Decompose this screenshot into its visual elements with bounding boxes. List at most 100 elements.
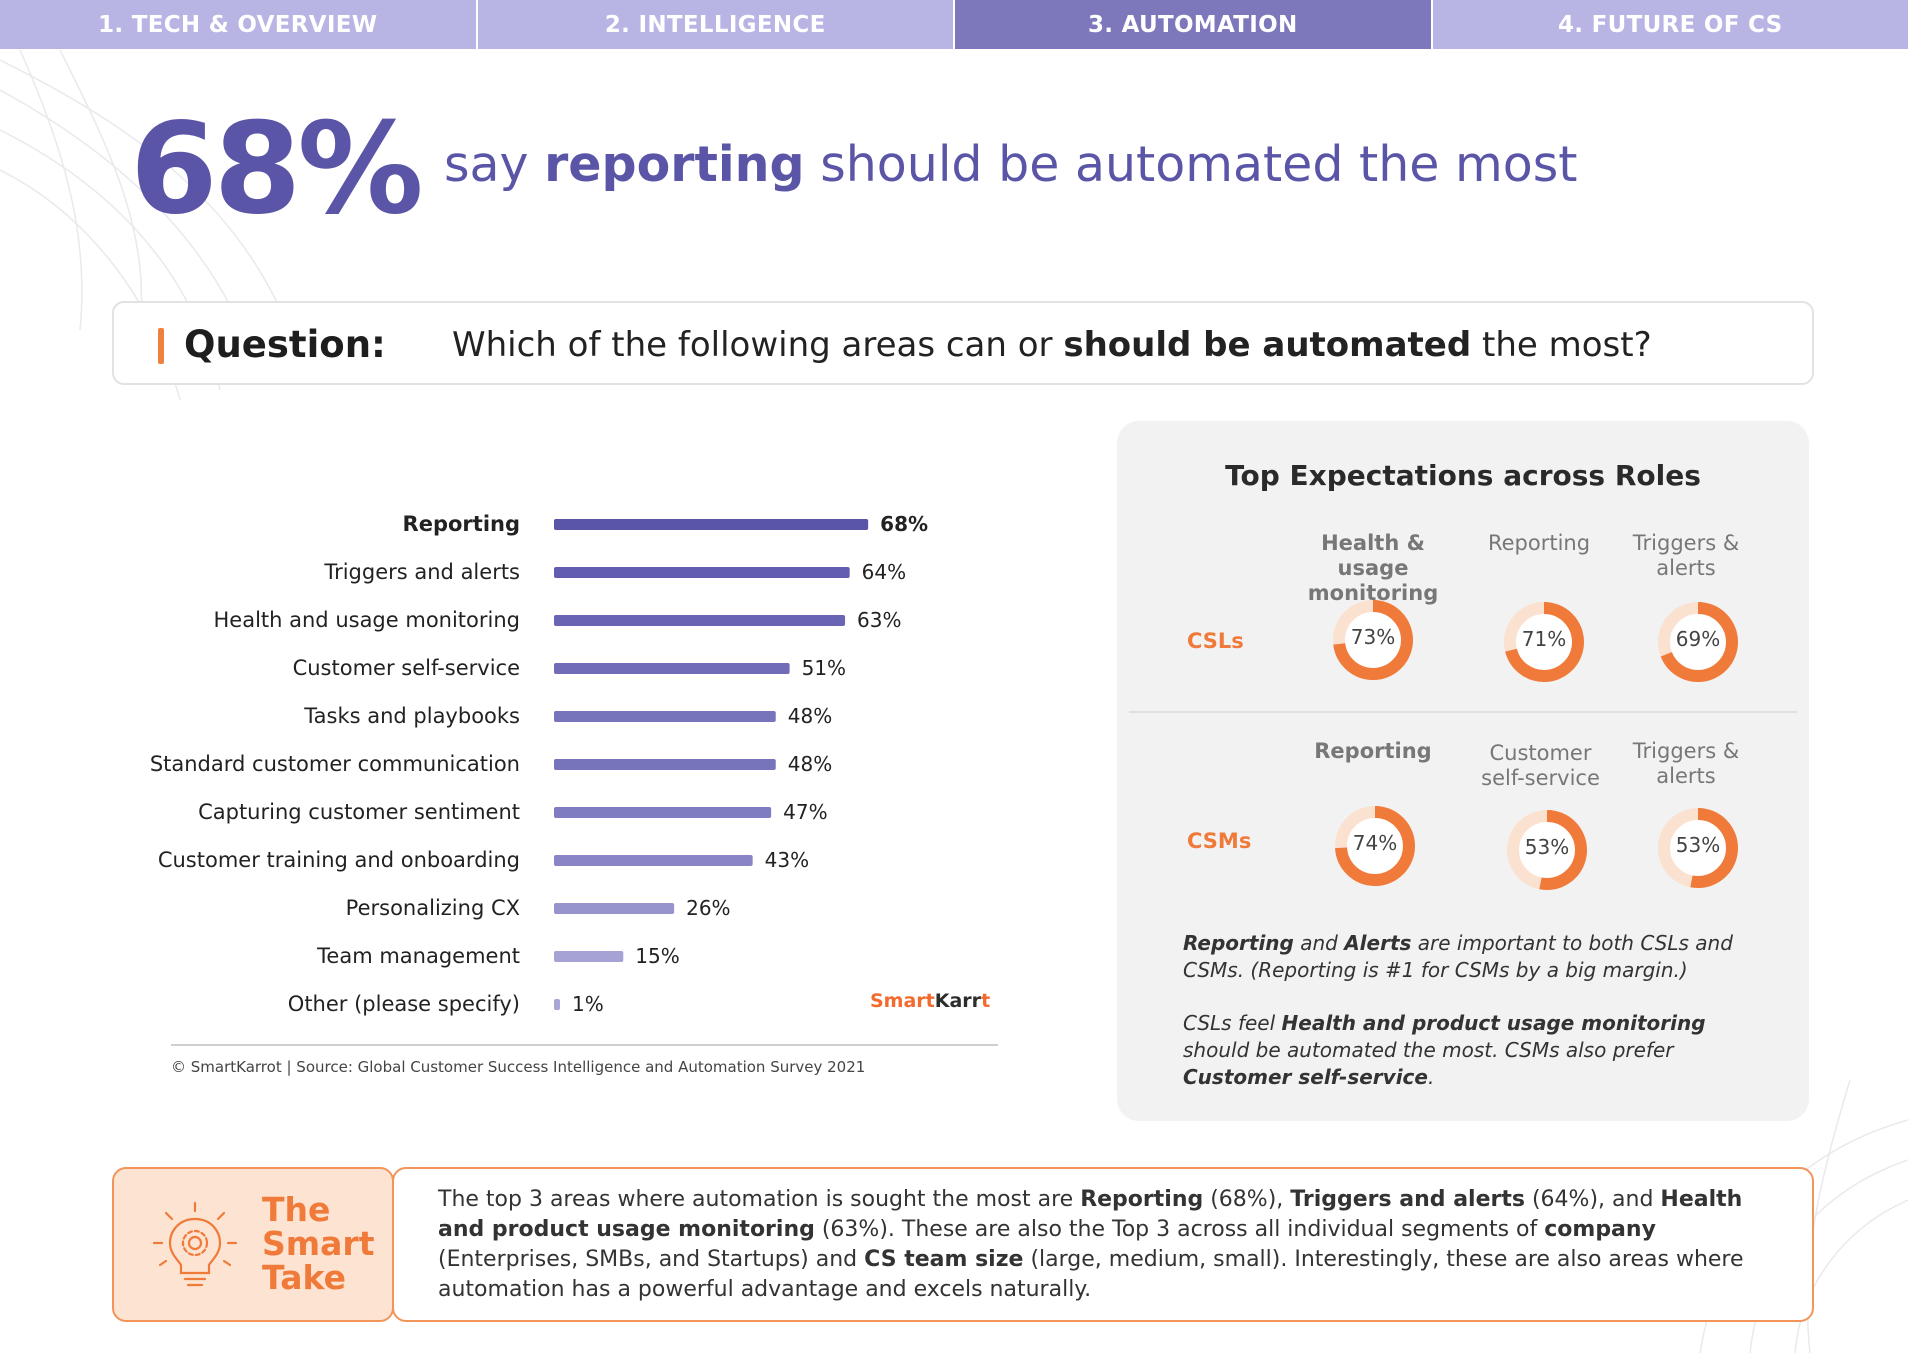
bar-value-label: 48% [788, 752, 832, 776]
donut-csm-1 [1335, 806, 1415, 886]
smart-take-box: The Smart Take [112, 1167, 394, 1322]
donut-csm-3 [1658, 808, 1738, 888]
smart-take-bold: Reporting [1080, 1187, 1204, 1212]
donut-arc [1658, 808, 1738, 888]
smart-take-bold: Health and product usage monitoring [438, 1187, 1743, 1242]
question-bold: should be automated [1063, 325, 1472, 365]
question-post: the most? [1471, 325, 1652, 365]
bar-label: Standard customer communication [150, 752, 520, 776]
note2-bold-1: Health and product usage monitoring [1281, 1011, 1706, 1035]
role-csls: CSLs [1187, 629, 1244, 653]
bar-value-label: 43% [765, 848, 809, 872]
donut-arc [1507, 810, 1587, 890]
bar-label: Health and usage monitoring [214, 608, 521, 632]
csl-col-head-3: Triggers & alerts [1632, 531, 1740, 580]
donut-arc [1335, 806, 1415, 886]
donut-csl-1 [1333, 600, 1413, 680]
donut-csm-2-label: 53% [1524, 835, 1570, 859]
donut-csl-3 [1658, 602, 1738, 682]
donut-csm-3-label: 53% [1675, 833, 1721, 857]
smart-take-title-line-1: The [262, 1190, 331, 1229]
bar [554, 999, 560, 1010]
source-note: © SmartKarrot | Source: Global Customer … [171, 1058, 866, 1076]
bar [554, 807, 772, 818]
donut-arc [1333, 600, 1413, 680]
tab-automation[interactable]: 3. AUTOMATION [955, 0, 1433, 49]
smart-take-title-line-2: Smart [262, 1224, 375, 1263]
bar-value-label: 26% [686, 896, 730, 920]
bar-value-label: 47% [783, 800, 827, 824]
section-tabs: 1. TECH & OVERVIEW 2. INTELLIGENCE 3. AU… [0, 0, 1908, 49]
csm-col-head-2: Customer self-service [1481, 741, 1600, 790]
headline-post: should be automated the most [804, 136, 1578, 193]
bar-chart: Reporting 68% Triggers and alerts 64% Health… [120, 495, 1020, 1035]
bar [554, 903, 675, 914]
note2-text-3: . [1427, 1065, 1435, 1089]
bar-label: Customer training and onboarding [158, 848, 520, 872]
headline-text: say reporting should be automated the mo… [444, 136, 1577, 193]
donut-csl-2-label: 71% [1521, 627, 1567, 651]
smart-take-text-run: (68%), [1203, 1187, 1291, 1212]
bar-value-label: 68% [880, 512, 928, 536]
source-divider [171, 1044, 998, 1046]
note1-bold-2: Alerts [1344, 931, 1412, 955]
panel-note-2: CSLs feel Health and product usage monit… [1183, 1010, 1773, 1091]
csm-col-head-3: Triggers & alerts [1632, 739, 1740, 788]
smart-take-text-run: (64%), and [1524, 1187, 1661, 1212]
bar [554, 711, 776, 722]
bar [554, 663, 790, 674]
smart-take-text-run: (Enterprises, SMBs, and Startups) and [438, 1247, 865, 1272]
bar [554, 855, 753, 866]
smart-take-bold: Triggers and alerts [1290, 1187, 1525, 1212]
donut-csl-1-label: 73% [1350, 625, 1396, 649]
question-pre: Which of the following areas can or [452, 325, 1064, 365]
bar-label: Team management [316, 944, 520, 968]
headline-bold: reporting [544, 136, 805, 193]
smartkarrot-logo: SmartKarrt [870, 990, 990, 1012]
bar [554, 759, 776, 770]
headline-pre: say [444, 136, 545, 193]
logo-part-3: t [981, 990, 991, 1012]
bar [554, 519, 869, 530]
bar-label: Customer self-service [293, 656, 520, 680]
question-label: Question: [184, 323, 386, 366]
donut-csm-1-label: 74% [1352, 831, 1398, 855]
tab-intelligence[interactable]: 2. INTELLIGENCE [477, 0, 955, 49]
smart-take-title: The Smart Take [262, 1193, 374, 1295]
bar-value-label: 51% [802, 656, 846, 680]
note2-bold-2: Customer self-service [1183, 1065, 1428, 1089]
tab-future-of-cs[interactable]: 4. FUTURE OF CS [1432, 0, 1908, 49]
donut-arc [1658, 602, 1738, 682]
role-csms: CSMs [1187, 829, 1252, 853]
csm-col-head-1: Reporting [1314, 739, 1432, 763]
bar [554, 951, 624, 962]
question-box: Question: Which of the following areas c… [112, 301, 1814, 385]
panel-note-1: Reporting and Alerts are important to bo… [1183, 930, 1773, 984]
csl-col-head-2: Reporting [1487, 531, 1591, 555]
donut-csl-3-label: 69% [1675, 627, 1721, 651]
smart-take-text-run: The top 3 areas where automation is soug… [438, 1187, 1081, 1212]
note2-text-2: should be automated the most. CSMs also … [1183, 1038, 1674, 1062]
note1-text-2: are important to both CSLs and CSMs. (Re… [1183, 931, 1733, 982]
lightbulb-gear-icon [152, 1201, 238, 1287]
bar-value-label: 63% [857, 608, 901, 632]
tab-tech-overview[interactable]: 1. TECH & OVERVIEW [0, 0, 478, 49]
csl-col-head-1: Health & usage monitoring [1307, 531, 1439, 605]
donut-csl-2 [1504, 602, 1584, 682]
donut-arc [1504, 602, 1584, 682]
bar-label: Reporting [403, 512, 520, 536]
smart-take-text-run: (large, medium, small). Interestingly, t… [438, 1247, 1744, 1302]
question-text: Which of the following areas can or shou… [452, 325, 1652, 365]
bar [554, 615, 846, 626]
role-expectations-panel: Top Expectations across Roles Health & u… [1117, 421, 1809, 1121]
bar-value-label: 1% [572, 992, 604, 1016]
bar-label: Tasks and playbooks [303, 704, 520, 728]
panel-divider [1129, 711, 1797, 713]
bar-chart-svg: Reporting 68% Triggers and alerts 64% Health… [150, 512, 928, 1016]
note1-bold-1: Reporting [1183, 931, 1294, 955]
logo-part-1: Smart [870, 990, 935, 1012]
smart-take-text: The top 3 areas where automation is soug… [438, 1185, 1788, 1305]
bar-value-label: 64% [862, 560, 906, 584]
logo-part-2: Karr [934, 990, 982, 1012]
note2-text-1: CSLs feel [1183, 1011, 1282, 1035]
